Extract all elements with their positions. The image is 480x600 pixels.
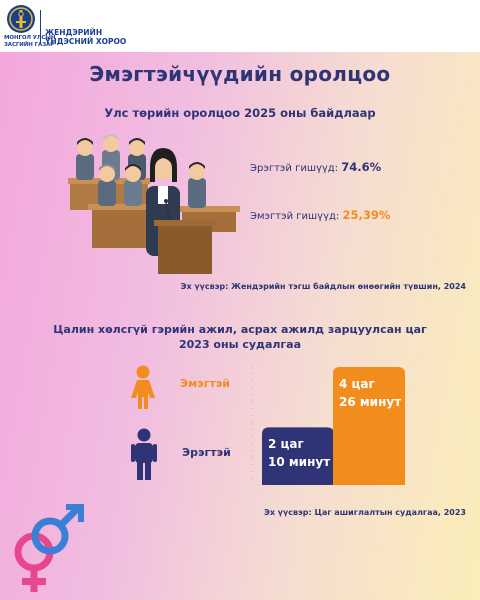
gender-symbols-icon	[14, 503, 84, 592]
gov-name-line1: МОНГОЛ УЛСЫН	[4, 35, 56, 41]
parliament-source: Эх үүсвэр: Жендэрийн тэгш байдлын өнөөги…	[180, 282, 466, 291]
female-label: Эмэгтэй	[180, 377, 230, 390]
bar-female	[333, 367, 405, 485]
parliament-subtitle: Улс төрийн оролцоо 2025 оны байдлаар	[104, 106, 376, 120]
bar-label-female: 4 цаг 26 минут	[339, 375, 401, 411]
female-members-stat: Эмэгтэй гишүүд: 25,39%	[250, 208, 390, 222]
gov-name-line2: ЗАСГИЙН ГАЗАР	[4, 41, 55, 48]
man-icon	[131, 428, 157, 480]
soyombo-emblem-icon	[7, 5, 35, 33]
bar-label-male: 2 цаг 10 минут	[268, 435, 330, 471]
org-name: ЖЕНДЭРИЙН ҮНДЭСНИЙ ХОРОО	[45, 28, 126, 46]
parliament-illustration-icon	[68, 134, 240, 274]
female-members-label: Эмэгтэй гишүүд:	[250, 211, 340, 222]
page-title: Эмэгтэйчүүдийн оролцоо	[89, 62, 391, 86]
unpaid-work-source: Эх үүсвэр: Цаг ашиглалтын судалгаа, 2023	[263, 508, 466, 517]
unpaid-work-subtitle-line2: 2023 оны судалгаа	[178, 338, 302, 351]
male-label: Эрэгтэй	[182, 446, 231, 459]
org-name-line2: ҮНДЭСНИЙ ХОРОО	[45, 37, 127, 46]
woman-icon	[131, 365, 155, 409]
header-bar: МОНГОЛ УЛСЫН ЗАСГИЙН ГАЗАР ЖЕНДЭРИЙН ҮНД…	[0, 0, 480, 52]
female-members-value: 25,39%	[342, 208, 391, 222]
bar-label-line2: 26 минут	[339, 395, 402, 409]
male-members-stat: Эрэгтэй гишүүд: 74.6%	[250, 160, 381, 174]
male-members-value: 74.6%	[341, 160, 382, 174]
org-name-line1: ЖЕНДЭРИЙН	[45, 28, 103, 37]
unpaid-work-subtitle-line1: Цалин хөлсгүй гэрийн ажил, асрах ажилд з…	[53, 323, 427, 336]
unpaid-work-subtitle: Цалин хөлсгүй гэрийн ажил, асрах ажилд з…	[0, 322, 480, 352]
gov-name: МОНГОЛ УЛСЫН ЗАСГИЙН ГАЗАР	[4, 35, 55, 48]
bar-label-line1: 2 цаг	[268, 437, 304, 452]
header-divider	[40, 10, 41, 44]
bar-label-line1: 4 цаг	[339, 377, 375, 391]
bar-male	[262, 427, 334, 485]
male-members-label: Эрэгтэй гишүүд:	[250, 163, 339, 174]
bar-label-line2: 10 минут	[268, 455, 331, 470]
